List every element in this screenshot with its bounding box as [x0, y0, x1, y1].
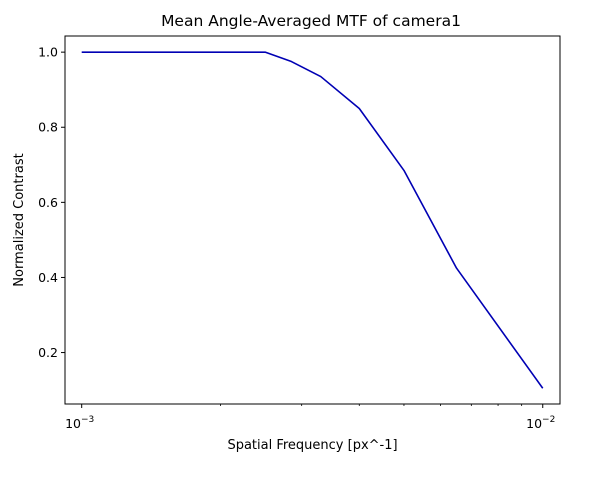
- y-tick-label: 0.6: [38, 195, 58, 210]
- chart-title: Mean Angle-Averaged MTF of camera1: [161, 12, 461, 30]
- plot-frame: [64, 35, 561, 405]
- x-axis-ticks: 10−3 10−2: [65, 404, 555, 431]
- y-tick-label: 0.2: [38, 345, 58, 360]
- plot-area: [81, 51, 544, 389]
- x-axis-label: Spatial Frequency [px^-1]: [227, 438, 397, 453]
- y-tick-label: 0.8: [38, 120, 58, 135]
- y-axis-label: Normalized Contrast: [12, 153, 27, 286]
- x-tick-label: 10−3: [65, 415, 94, 431]
- series-line-0: [81, 51, 544, 389]
- y-axis-ticks: 0.2 0.4 0.6 0.8 1.0: [38, 45, 65, 360]
- x-tick-label: 10−2: [526, 415, 555, 431]
- y-tick-label: 1.0: [38, 45, 58, 60]
- y-tick-label: 0.4: [38, 270, 58, 285]
